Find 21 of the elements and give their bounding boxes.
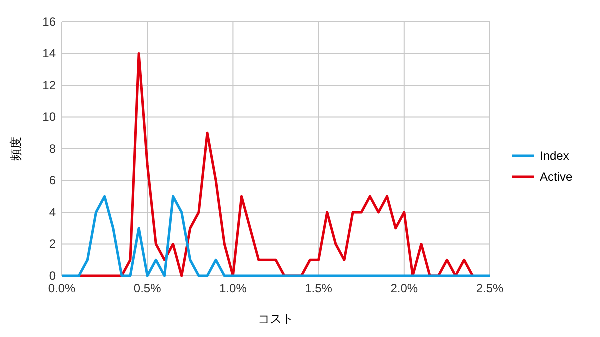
y-tick-label: 2 [49, 237, 56, 252]
x-axis-title: コスト [258, 312, 294, 326]
y-tick-label: 6 [49, 174, 56, 188]
y-axis-title: 頻度 [9, 137, 23, 161]
x-tick-label: 0.5% [134, 282, 162, 296]
y-tick-label: 0 [49, 268, 56, 283]
line-series [60, 195, 492, 278]
legend-label: Active [540, 170, 574, 184]
y-tick-label: 4 [49, 205, 56, 220]
x-tick-label: 1.5% [305, 282, 333, 296]
y-tick-label: 16 [42, 14, 56, 29]
legend-label: Index [540, 149, 570, 163]
y-tick-label: 12 [42, 78, 56, 92]
x-tick-label: 1.0% [220, 282, 248, 296]
y-tick-label: 8 [49, 142, 56, 156]
x-tick-label: 2.0% [390, 282, 418, 296]
y-tick-label: 14 [42, 46, 56, 61]
x-tick-label: 0.0% [48, 282, 76, 296]
y-tick-label: 10 [42, 110, 56, 124]
x-tick-label: 2.5% [476, 282, 504, 296]
line-series [78, 52, 474, 278]
